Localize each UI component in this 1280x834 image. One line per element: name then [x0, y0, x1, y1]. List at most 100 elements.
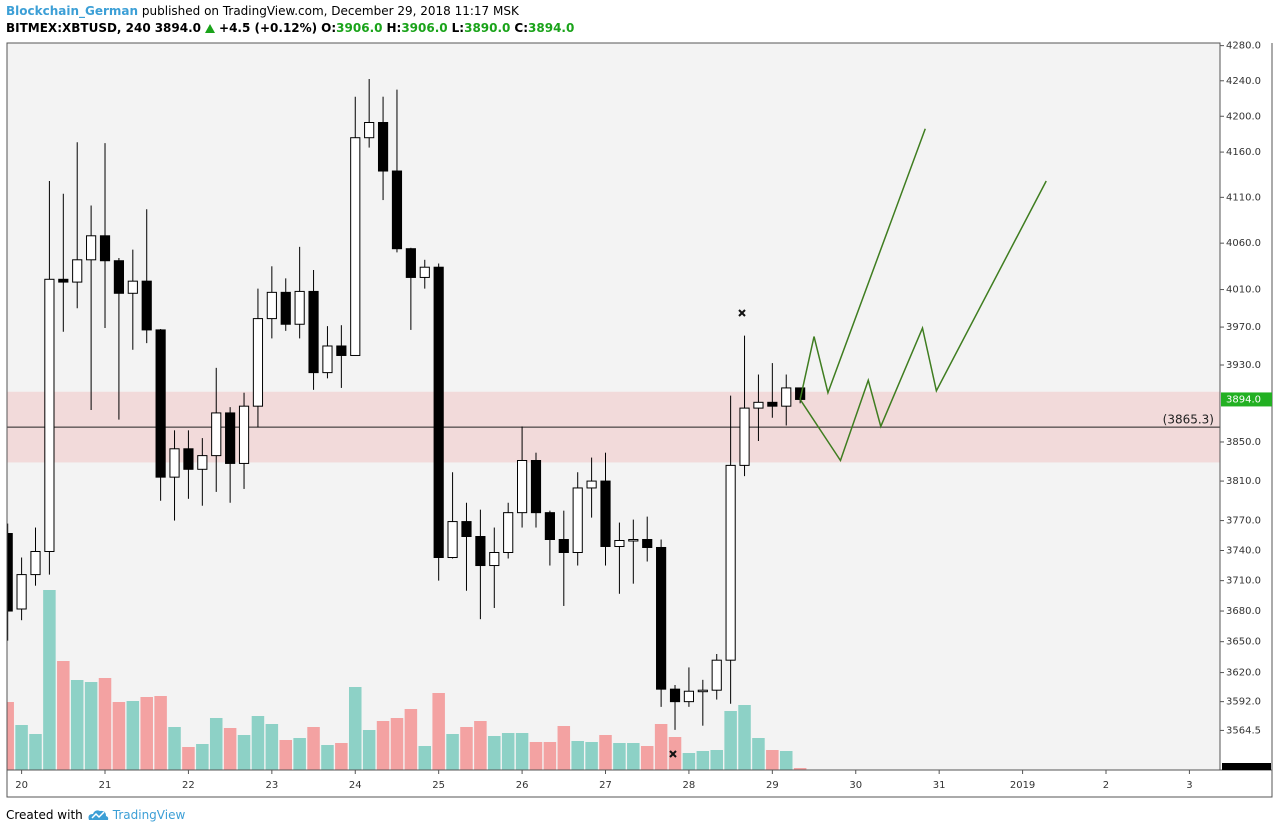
x-tick-label: 20 [15, 780, 28, 791]
candle-body [377, 122, 389, 172]
y-tick-label: 3850.0 [1226, 437, 1261, 448]
last-price-label: 3894.0 [1226, 394, 1261, 405]
logo[interactable] [87, 808, 109, 822]
candle-body [781, 387, 792, 407]
time-axis-frame [6, 769, 1273, 798]
volume-bar [237, 735, 251, 770]
ohlc-value: 3906.0 [401, 21, 448, 35]
volume-bar [390, 718, 404, 770]
volume-bar [140, 697, 153, 770]
published: published on TradingView.com, December 2… [141, 4, 519, 18]
volume-bar [98, 678, 112, 770]
candle-body [489, 551, 500, 567]
brand[interactable]: TradingView [112, 808, 186, 822]
volume-bar [543, 742, 557, 770]
candle-body [391, 170, 403, 250]
volume-bar [501, 733, 515, 770]
volume-bar [418, 746, 432, 770]
volume-bar [668, 737, 682, 770]
volume-bar [112, 702, 126, 770]
x-tick-label: 21 [99, 780, 112, 791]
plot-area [7, 79, 1220, 770]
candle-body [266, 291, 277, 320]
candle-body [628, 538, 639, 542]
symbol: BITMEX:XBTUSD, 240 [6, 21, 151, 35]
candle-body [530, 459, 542, 514]
y-tick-label: 3650.0 [1226, 637, 1261, 648]
x-tick-label: 3 [1186, 780, 1192, 791]
y-tick-label: 3710.0 [1226, 576, 1261, 587]
volume-bar [335, 743, 348, 770]
volume-bar [446, 734, 459, 770]
candle-body [197, 455, 208, 470]
y-tick-label: 4060.0 [1226, 238, 1261, 249]
volume-bar [640, 746, 654, 770]
change: +4.5 (+0.12%) [219, 21, 318, 35]
volume-bar [599, 735, 612, 770]
volume-bar [293, 738, 306, 770]
candle-body [113, 260, 125, 294]
volume-bar [57, 661, 70, 770]
candle-body [683, 690, 695, 703]
candle-body [280, 291, 291, 325]
x-tick-label: 22 [182, 780, 195, 791]
volume-bar [460, 727, 473, 770]
ohlc-value: 3890.0 [464, 21, 511, 35]
candle-body [336, 345, 347, 356]
volume-bar [488, 736, 501, 770]
x-markers [669, 309, 746, 758]
ohlc-key: O: [321, 21, 337, 35]
candle-body [183, 448, 194, 470]
volume-bar [209, 718, 223, 770]
y-tick-label: 3592.0 [1226, 697, 1261, 708]
volume-bar [321, 745, 334, 770]
x-tick-label: 31 [933, 780, 946, 791]
volume-bar [696, 751, 710, 770]
candle-body [447, 521, 458, 559]
ohlc-l: L:3890.0 [452, 21, 511, 35]
candle-body [127, 280, 138, 294]
y-tick-label: 3810.0 [1226, 476, 1261, 487]
candle-body [238, 405, 250, 464]
candle-body [656, 546, 667, 690]
candle-body [558, 538, 569, 553]
candle-body [544, 512, 555, 540]
ohlc-value: 3894.0 [528, 21, 575, 35]
projection-line [799, 180, 1047, 463]
candle-body [364, 122, 375, 139]
candle-body [642, 538, 653, 548]
volume-bar [432, 693, 445, 770]
footer: Created with TradingView [6, 808, 185, 822]
volume-bar [585, 742, 598, 770]
volume-bar [627, 743, 640, 770]
x-marker [738, 309, 746, 317]
price: 3894.0 [154, 21, 202, 35]
projection-line [799, 128, 926, 400]
volume-bar [682, 753, 696, 770]
volume-bar [349, 687, 362, 770]
x-tick-label: 2 [1103, 780, 1109, 791]
ohlc-o: O:3906.0 [321, 21, 382, 35]
volume-bar [196, 744, 209, 770]
ohlc-h: H:3906.0 [386, 21, 447, 35]
volume-bar [251, 716, 265, 770]
volume-bar [376, 721, 390, 770]
axis-cover [1222, 763, 1271, 770]
y-tick-label: 3740.0 [1226, 545, 1261, 556]
author[interactable]: Blockchain_German [6, 4, 139, 18]
x-tick-label: 28 [683, 780, 696, 791]
candle-body [16, 574, 27, 610]
volume-bar [793, 768, 807, 770]
candle-body [517, 459, 528, 514]
candle-body [294, 290, 305, 325]
volume-bar [654, 724, 668, 770]
candle-body [350, 137, 361, 356]
x-tick-label: 27 [599, 780, 612, 791]
volume-bar [779, 751, 793, 770]
x-tick-label: 26 [516, 780, 529, 791]
candle-body [7, 533, 13, 612]
header-line-1: Blockchain_German published on TradingVi… [6, 4, 519, 18]
volume-bar [265, 724, 279, 770]
